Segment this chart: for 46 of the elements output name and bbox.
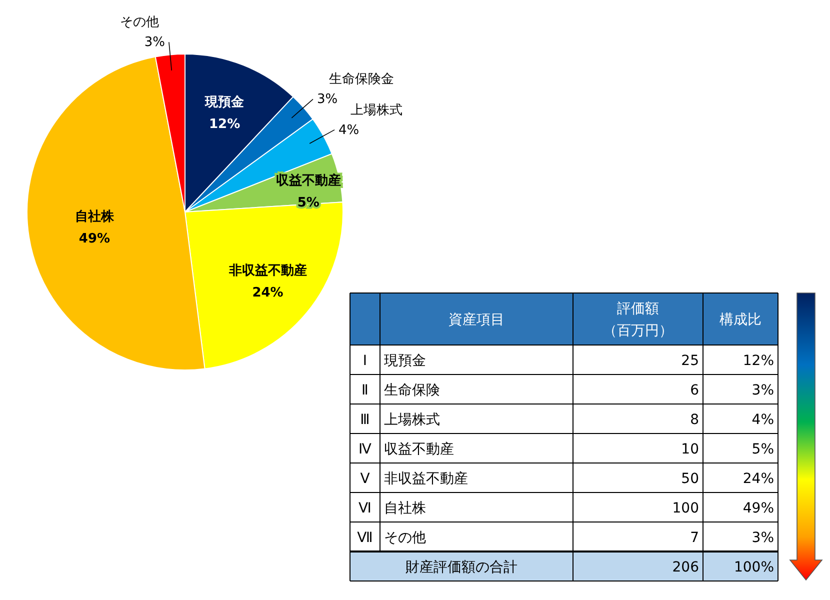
data-label: 3% — [752, 530, 774, 546]
data-label: 7 — [690, 530, 699, 546]
text: 資産項目 — [448, 312, 504, 328]
data-label: 4% — [752, 412, 774, 428]
text: Ⅳ — [358, 441, 372, 458]
text: Ⅶ — [357, 530, 373, 546]
data-label: 12% — [742, 352, 774, 369]
category-label: 上場株式 — [384, 412, 440, 428]
data-label: 6 — [690, 382, 700, 398]
slice-label: 非収益不動産 — [228, 262, 307, 278]
category-label: 非収益不動産 — [384, 470, 468, 487]
data-label: 5% — [752, 441, 774, 458]
data-label: 12% — [208, 117, 240, 132]
text: Ⅴ — [360, 470, 370, 487]
slice-label: 自社株 — [74, 208, 115, 224]
category-label: その他 — [384, 530, 426, 546]
text: Ⅱ — [362, 382, 368, 398]
slice-label: 上場株式 — [350, 102, 403, 118]
data-label: 24% — [742, 470, 774, 487]
data-label: 3% — [317, 92, 338, 108]
data-label: 206 — [672, 559, 700, 576]
category-label: 現預金 — [384, 352, 426, 369]
category-label: 財産評価額の合計 — [406, 559, 518, 576]
data-label: 49% — [78, 231, 110, 246]
data-label: 50 — [681, 470, 699, 487]
data-label: 3% — [144, 35, 165, 50]
data-label: 100 — [672, 500, 699, 516]
data-label: 4% — [338, 122, 360, 138]
slice-label: 現預金 — [204, 95, 246, 110]
text: Ⅵ — [358, 500, 372, 516]
data-label: 49% — [742, 500, 774, 516]
text: 構成比 — [720, 312, 762, 328]
text: 評価額（百万円） — [603, 301, 673, 339]
data-label: 100% — [734, 559, 774, 576]
category-label: 収益不動産 — [384, 441, 454, 458]
data-label: 8 — [690, 412, 699, 428]
data-label: 25 — [681, 352, 699, 369]
slice-label: 生命保険金 — [329, 72, 394, 88]
text: Ⅰ — [362, 352, 368, 369]
data-label: 24% — [252, 285, 284, 300]
data-label: 3% — [752, 382, 774, 398]
data-label: 10 — [681, 441, 699, 458]
category-label: 生命保険 — [384, 382, 440, 398]
text: Ⅲ — [360, 412, 370, 428]
category-label: 自社株 — [384, 500, 426, 516]
slice-label: その他 — [120, 15, 159, 30]
